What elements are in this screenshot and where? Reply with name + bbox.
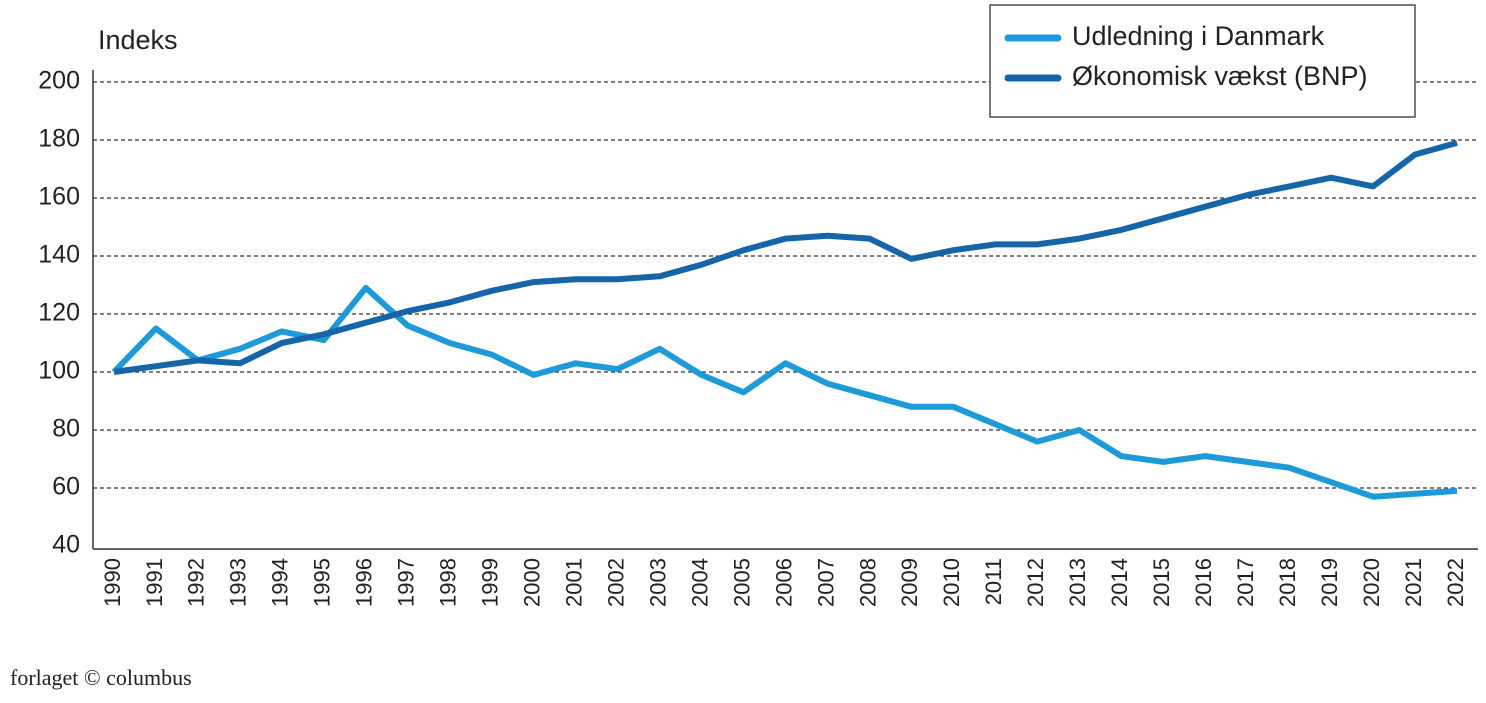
x-tick-label: 2003 <box>645 558 670 607</box>
x-tick-label: 2010 <box>939 558 964 607</box>
x-tick-label: 2006 <box>771 558 796 607</box>
series-line <box>113 140 1458 375</box>
x-tick-label: 1996 <box>352 558 377 607</box>
x-tick-label: 2002 <box>603 558 628 607</box>
series-line <box>111 284 1458 500</box>
x-tick-label: 2020 <box>1359 558 1384 607</box>
x-tick-label: 1999 <box>478 558 503 607</box>
x-tick-label: 2005 <box>729 558 754 607</box>
x-tick-label: 2019 <box>1317 558 1342 607</box>
x-tick-label: 1992 <box>184 558 209 607</box>
x-tick-label: 2001 <box>561 558 586 607</box>
y-tick-label: 120 <box>38 299 80 327</box>
legend-label: Økonomisk vækst (BNP) <box>1072 61 1368 91</box>
y-tick-label: 180 <box>38 125 80 153</box>
x-tick-label: 2014 <box>1107 558 1132 607</box>
x-tick-label: 2007 <box>813 558 838 607</box>
x-tick-label: 2009 <box>897 558 922 607</box>
x-tick-label: 2016 <box>1191 558 1216 607</box>
y-tick-label: 160 <box>38 183 80 211</box>
x-tick-label: 2022 <box>1443 558 1468 607</box>
y-tick-label: 60 <box>52 473 80 501</box>
x-tick-label: 1991 <box>142 558 167 607</box>
footer: forlaget © columbus <box>10 665 192 690</box>
x-tick-label: 1990 <box>100 558 125 607</box>
x-tick-label: 1993 <box>226 558 251 607</box>
x-tick-label: 1995 <box>310 558 335 607</box>
y-tick-label: 200 <box>38 67 80 95</box>
x-tick-label: 1994 <box>268 558 293 607</box>
y-tick-label: 40 <box>52 531 80 559</box>
x-tick-label: 1997 <box>394 558 419 607</box>
x-tick-label: 2021 <box>1401 558 1426 607</box>
y-axis-label: Indeks <box>98 25 178 55</box>
x-tick-label: 2004 <box>687 558 712 607</box>
legend-box <box>989 4 1416 118</box>
x-tick-label: 2000 <box>519 558 544 607</box>
x-tick-label: 2011 <box>981 558 1006 605</box>
x-tick-label: 2013 <box>1065 558 1090 607</box>
y-tick-label: 100 <box>38 357 80 385</box>
x-tick-label: 2012 <box>1023 558 1048 607</box>
x-tick-label: 2008 <box>855 558 880 607</box>
y-tick-label: 140 <box>38 241 80 269</box>
x-tick-label: 1998 <box>436 558 461 607</box>
x-tick-label: 2017 <box>1233 558 1258 607</box>
y-tick-label: 80 <box>52 415 80 443</box>
x-tick-label: 2015 <box>1149 558 1174 607</box>
legend-label: Udledning i Danmark <box>1072 21 1325 51</box>
x-tick-label: 2018 <box>1275 558 1300 607</box>
